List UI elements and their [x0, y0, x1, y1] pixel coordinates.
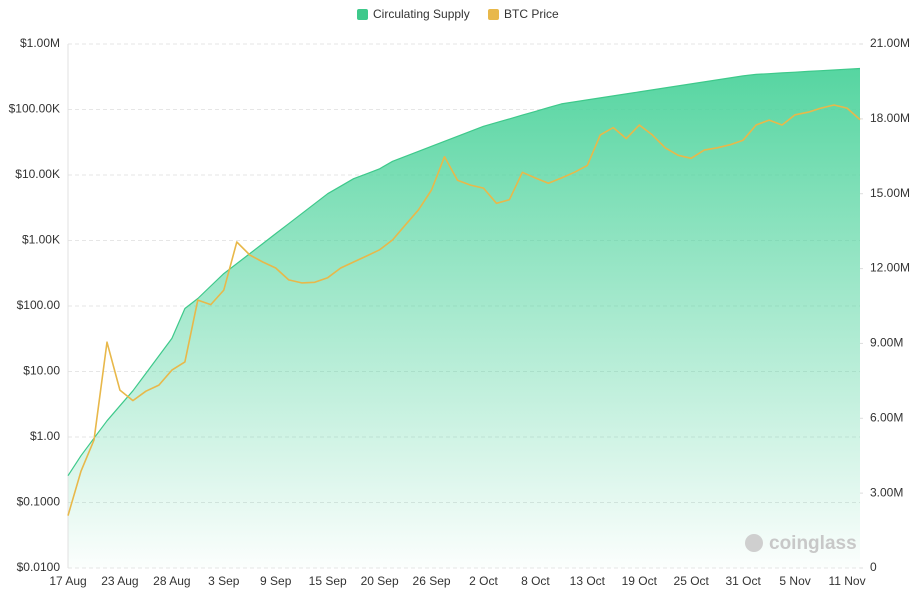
y2-tick-label: 9.00M — [870, 336, 903, 350]
legend-label: Circulating Supply — [373, 7, 470, 21]
x-tick-label: 28 Aug — [153, 574, 190, 588]
y-tick-label: $10.00K — [15, 167, 60, 181]
supply-area — [68, 68, 860, 568]
x-tick-label: 13 Oct — [570, 574, 606, 588]
series-line — [67, 104, 861, 516]
y-tick-label: $10.00 — [23, 364, 60, 378]
legend-label: BTC Price — [504, 7, 559, 21]
watermark-text: coinglass — [769, 533, 857, 554]
x-tick-label: 31 Oct — [725, 574, 761, 588]
x-tick-label: 15 Sep — [309, 574, 347, 588]
y2-tick-label: 18.00M — [870, 111, 910, 125]
x-tick-label: 9 Sep — [260, 574, 292, 588]
y-tick-label: $1.00M — [20, 36, 60, 50]
x-tick-label: 26 Sep — [413, 574, 451, 588]
y-tick-label: $100.00K — [9, 102, 60, 116]
y2-tick-label: 3.00M — [870, 485, 903, 499]
x-tick-label: 20 Sep — [361, 574, 399, 588]
y-tick-label: $1.00 — [30, 429, 60, 443]
watermark: coinglass — [745, 533, 857, 554]
y2-tick-label: 12.00M — [870, 261, 910, 275]
watermark-logo — [745, 534, 763, 552]
x-tick-label: 5 Nov — [779, 574, 810, 588]
y2-tick-label: 6.00M — [870, 410, 903, 424]
x-tick-label: 2 Oct — [469, 574, 498, 588]
legend: Circulating Supply BTC Price — [357, 7, 559, 21]
x-tick-label: 17 Aug — [49, 574, 86, 588]
y2-tick-label: 0 — [870, 560, 877, 574]
y2-tick-label: 15.00M — [870, 186, 910, 200]
legend-swatch — [488, 9, 499, 20]
x-tick-label: 8 Oct — [521, 574, 550, 588]
series-line — [67, 67, 861, 477]
y-tick-label: $100.00 — [17, 298, 61, 312]
x-tick-label: 25 Oct — [674, 574, 710, 588]
x-tick-label: 23 Aug — [101, 574, 138, 588]
legend-swatch — [357, 9, 368, 20]
y-tick-label: $0.1000 — [17, 495, 61, 509]
y-tick-label: $1.00K — [22, 233, 60, 247]
x-tick-label: 19 Oct — [622, 574, 658, 588]
x-tick-label: 11 Nov — [828, 574, 865, 588]
x-tick-label: 3 Sep — [208, 574, 240, 588]
y-tick-label: $0.0100 — [17, 560, 61, 574]
y2-tick-label: 21.00M — [870, 36, 910, 50]
